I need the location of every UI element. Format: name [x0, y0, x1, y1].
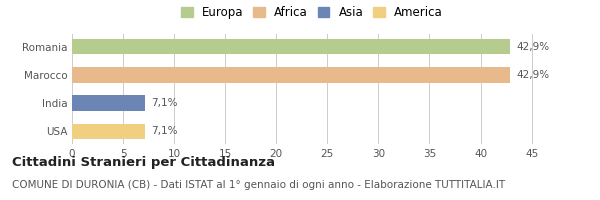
Legend: Europa, Africa, Asia, America: Europa, Africa, Asia, America: [181, 6, 443, 19]
Text: 7,1%: 7,1%: [151, 126, 177, 136]
Bar: [72, 124, 145, 139]
Text: Cittadini Stranieri per Cittadinanza: Cittadini Stranieri per Cittadinanza: [12, 156, 275, 169]
Text: COMUNE DI DURONIA (CB) - Dati ISTAT al 1° gennaio di ogni anno - Elaborazione TU: COMUNE DI DURONIA (CB) - Dati ISTAT al 1…: [12, 180, 505, 190]
Bar: [72, 39, 510, 54]
Text: 42,9%: 42,9%: [516, 42, 550, 52]
Bar: [72, 67, 510, 83]
Text: 7,1%: 7,1%: [151, 98, 177, 108]
Bar: [72, 95, 145, 111]
Text: 42,9%: 42,9%: [516, 70, 550, 80]
